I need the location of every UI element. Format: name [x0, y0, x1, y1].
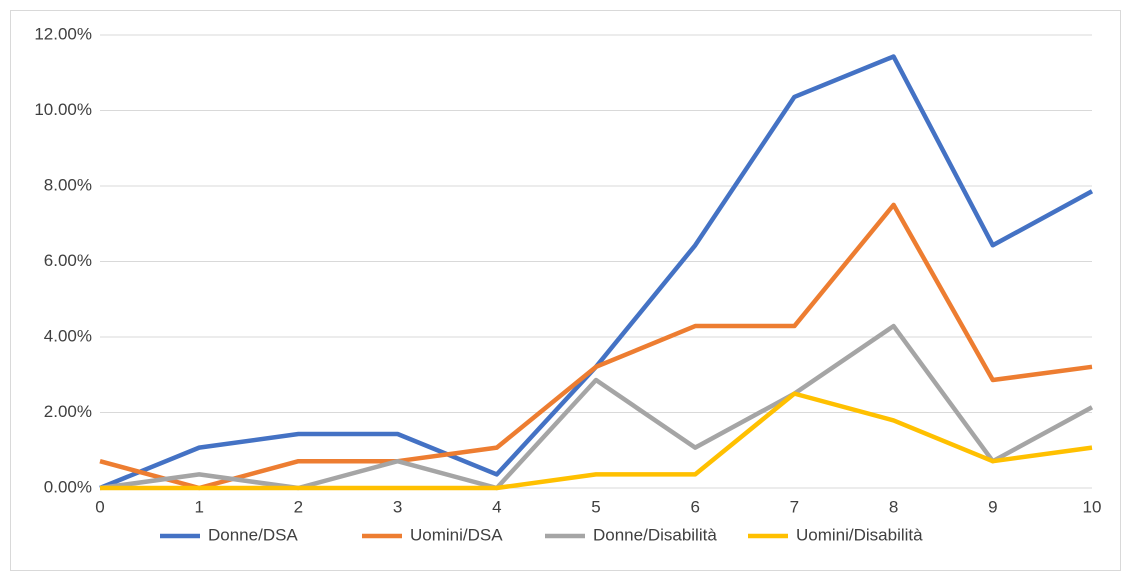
x-tick-label: 5	[591, 497, 600, 516]
series-line	[99, 202, 1093, 491]
x-tick-label: 8	[889, 497, 898, 516]
y-tick-label: 0.00%	[44, 477, 92, 496]
legend-label: Donne/Disabilità	[593, 525, 717, 544]
series-line	[99, 323, 1094, 491]
x-tick-label: 3	[393, 497, 402, 516]
legend-label: Uomini/Disabilità	[796, 525, 923, 544]
y-tick-label: 6.00%	[44, 251, 92, 270]
y-tick-label: 10.00%	[34, 100, 92, 119]
y-tick-label: 12.00%	[34, 24, 92, 43]
x-tick-label: 6	[690, 497, 699, 516]
y-tick-label: 8.00%	[44, 175, 92, 194]
x-tick-label: 2	[294, 497, 303, 516]
x-tick-label: 7	[790, 497, 799, 516]
series-line	[100, 391, 1093, 491]
x-tick-label: 4	[492, 497, 501, 516]
x-tick-label: 1	[194, 497, 203, 516]
y-tick-label: 4.00%	[44, 326, 92, 345]
x-tick-label: 0	[95, 497, 104, 516]
x-tick-label: 9	[988, 497, 997, 516]
legend-label: Uomini/DSA	[410, 525, 503, 544]
x-tick-label: 10	[1083, 497, 1102, 516]
y-tick-label: 2.00%	[44, 402, 92, 421]
legend-label: Donne/DSA	[208, 525, 298, 544]
